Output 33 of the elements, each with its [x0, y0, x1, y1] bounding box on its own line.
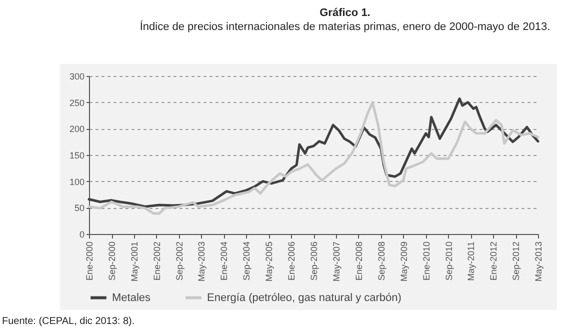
x-tick-label: Ene-2008 — [354, 242, 364, 281]
x-tick-label: Sep-2000 — [107, 242, 117, 281]
x-tick-label: Ene-2002 — [152, 242, 162, 281]
legend-label: Metales — [112, 292, 152, 304]
y-tick-label: 300 — [69, 72, 84, 82]
legend-label: Energía (petróleo, gas natural y carbón) — [207, 292, 402, 304]
x-tick-label: Sep-2010 — [444, 242, 454, 281]
x-tick-label: May-2009 — [398, 242, 409, 282]
x-tick-label: Sep-2012 — [511, 242, 522, 281]
x-tick-label: May-2011 — [466, 242, 476, 281]
x-tick-label: May-2001 — [129, 242, 140, 282]
chart-subtitle: Índice de precios internacionales de materias primas, enero de 2000-mayo de 2013. — [138, 21, 552, 33]
x-tick-label: Sep-2008 — [376, 242, 386, 281]
x-tick-label: Sep-2002 — [174, 242, 184, 281]
y-tick-label: 200 — [69, 124, 84, 134]
x-tick-label: Ene-2006 — [286, 242, 297, 281]
y-tick-label: 0 — [79, 230, 84, 240]
y-tick-label: 50 — [74, 203, 84, 214]
x-tick-label: May-2013 — [534, 242, 544, 282]
x-tick-label: Sep-2004 — [242, 242, 252, 281]
x-tick-label: Ene-2012 — [488, 242, 499, 281]
x-tick-label: Sep-2006 — [309, 242, 320, 281]
x-tick-label: Ene-2000 — [84, 242, 94, 281]
source-note: Fuente: (CEPAL, dic 2013: 8). — [2, 316, 135, 327]
x-tick-label: Ene-2010 — [421, 242, 432, 281]
y-tick-label: 250 — [69, 98, 84, 108]
y-tick-label: 100 — [69, 176, 84, 187]
chart-title: Gráfico 1. — [318, 7, 372, 19]
x-tick-label: May-2005 — [264, 242, 274, 282]
x-tick-label: May-2007 — [331, 242, 342, 282]
y-tick-label: 150 — [69, 150, 84, 160]
x-tick-label: Ene-2004 — [219, 242, 230, 281]
x-tick-label: May-2003 — [196, 242, 207, 282]
